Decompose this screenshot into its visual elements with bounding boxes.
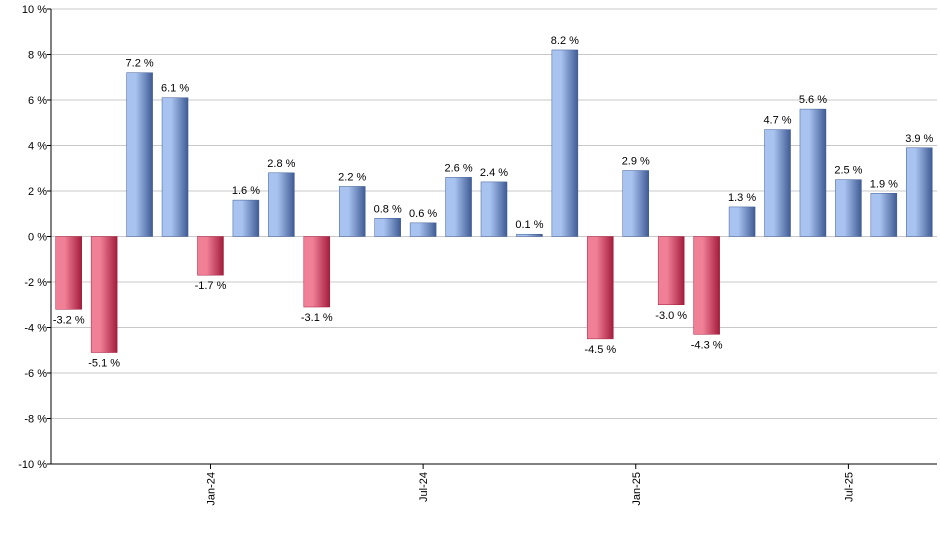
- data-label: 2.6 %: [444, 162, 472, 174]
- bar: [445, 177, 472, 237]
- bars: [55, 49, 933, 353]
- y-tick-label: 10 %: [22, 4, 47, 16]
- x-tick-label: Jan-25: [631, 472, 643, 506]
- data-label: -3.1 %: [301, 312, 333, 324]
- data-label: -3.0 %: [655, 310, 687, 322]
- y-tick-label: 0 %: [28, 232, 47, 244]
- data-label: -4.5 %: [584, 344, 616, 356]
- bar: [693, 236, 720, 335]
- data-label: 0.8 %: [374, 203, 402, 215]
- bar: [835, 179, 862, 237]
- bar: [90, 236, 118, 353]
- data-label: 7.2 %: [126, 58, 154, 70]
- y-tick-label: -4 %: [24, 323, 47, 335]
- x-tick-label: Jul-24: [418, 472, 430, 502]
- y-tick-label: 2 %: [28, 186, 47, 198]
- data-label: -1.7 %: [195, 280, 227, 292]
- bar: [374, 218, 401, 237]
- bar: [551, 49, 579, 237]
- data-label: 2.2 %: [338, 171, 366, 183]
- y-tick-label: -8 %: [24, 414, 47, 426]
- x-tick-label: Jul-25: [843, 472, 855, 502]
- bar: [409, 222, 437, 237]
- bar: [906, 147, 933, 237]
- bar: [870, 193, 898, 237]
- bar: [587, 236, 614, 340]
- bar: [516, 233, 543, 237]
- bar: [268, 172, 295, 237]
- y-tick-label: -6 %: [24, 368, 47, 380]
- x-tick-label: Jan-24: [205, 472, 217, 506]
- data-label: 1.9 %: [870, 178, 898, 190]
- data-label: 1.6 %: [232, 185, 260, 197]
- y-tick-label: -10 %: [18, 459, 47, 471]
- data-label: 1.3 %: [728, 192, 756, 204]
- data-label: 0.1 %: [515, 219, 543, 231]
- data-label: 0.6 %: [409, 208, 437, 220]
- bar: [161, 97, 189, 237]
- y-tick-label: 4 %: [28, 141, 47, 153]
- bar: [338, 186, 366, 237]
- y-tick-label: -2 %: [24, 277, 47, 289]
- data-label: 6.1 %: [161, 83, 189, 95]
- data-label: 2.9 %: [622, 156, 650, 168]
- data-label: 2.8 %: [267, 158, 295, 170]
- bar: [799, 108, 827, 237]
- data-label: -3.2 %: [53, 314, 85, 326]
- data-label: -5.1 %: [88, 358, 120, 370]
- data-label: 3.9 %: [905, 133, 933, 145]
- x-tick-labels: Jan-24 Jul-24 Jan-25 Jul-25: [205, 472, 855, 506]
- y-tick-labels: -10 % -8 % -6 % -4 % -2 % 0 % 2 % 4 % 6 % 8 % 10 %: [18, 4, 47, 471]
- bar: [126, 72, 153, 237]
- data-label: -4.3 %: [691, 339, 723, 351]
- data-label: 2.5 %: [834, 165, 862, 177]
- data-label: 2.4 %: [480, 167, 508, 179]
- data-label: 4.7 %: [763, 115, 791, 127]
- bar: [197, 236, 224, 276]
- bar: [480, 181, 508, 237]
- bar: [55, 236, 82, 310]
- data-labels: -3.2 % -5.1 % 7.2 % 6.1 % -1.7 % 1.6 % 2.8 % -3…: [53, 35, 934, 370]
- bar: [622, 170, 650, 237]
- bar: [303, 236, 331, 308]
- bar: [728, 206, 756, 237]
- y-tick-label: 8 %: [28, 50, 47, 62]
- data-label: 8.2 %: [551, 35, 579, 47]
- bar: [657, 236, 685, 305]
- y-tick-label: 6 %: [28, 95, 47, 107]
- data-label: 5.6 %: [799, 94, 827, 106]
- bar: [232, 199, 260, 237]
- axes: [47, 8, 937, 469]
- bar: [764, 129, 791, 237]
